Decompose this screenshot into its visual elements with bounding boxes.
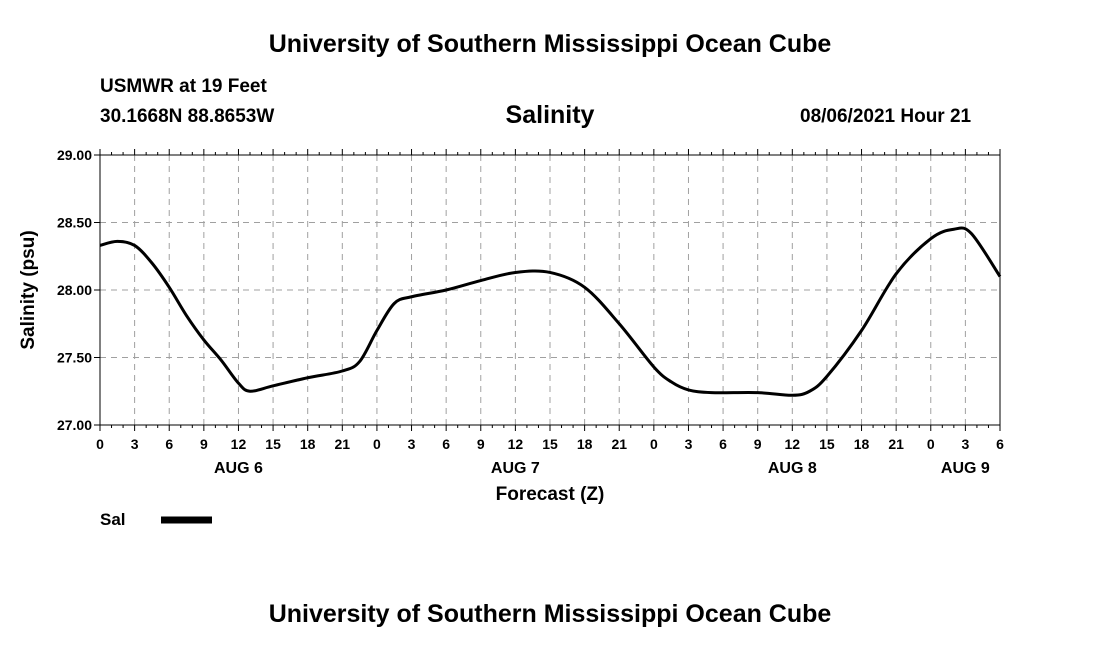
x-tick-label: 9 <box>200 436 208 452</box>
forecast-datetime: 08/06/2021 Hour 21 <box>800 106 972 127</box>
date-label: AUG 6 <box>214 460 263 477</box>
x-tick-label: 21 <box>335 436 351 452</box>
axis-layer: 27.00 27.50 28.00 28.50 29.00 0 3 6 9 12 15 18 21 0 3 6… <box>57 147 1004 477</box>
x-tick-label: 9 <box>754 436 762 452</box>
x-tick-label: 3 <box>408 436 416 452</box>
x-tick-label: 0 <box>927 436 935 452</box>
x-tick-label: 0 <box>373 436 381 452</box>
x-tick-label: 21 <box>888 436 904 452</box>
x-tick-label: 3 <box>685 436 693 452</box>
x-tick-label: 18 <box>854 436 870 452</box>
station-coordinates: 30.1668N 88.8653W <box>100 106 275 127</box>
page-title-bottom: University of Southern Mississippi Ocean… <box>268 600 832 628</box>
page-title-top: University of Southern Mississippi Ocean… <box>268 30 832 58</box>
legend-label: Sal <box>100 510 126 529</box>
x-tick-label: 6 <box>719 436 727 452</box>
station-name: USMWR at 19 Feet <box>100 76 267 97</box>
x-tick-label: 12 <box>785 436 801 452</box>
y-tick-label: 27.50 <box>57 350 92 366</box>
x-tick-label: 12 <box>508 436 524 452</box>
x-tick-label: 15 <box>542 436 558 452</box>
x-tick-label: 6 <box>165 436 173 452</box>
x-tick-label: 0 <box>650 436 658 452</box>
y-axis-title: Salinity (psu) <box>18 230 39 349</box>
x-tick-label: 3 <box>961 436 969 452</box>
date-label: AUG 8 <box>768 460 817 477</box>
x-tick-label: 0 <box>96 436 104 452</box>
date-label: AUG 9 <box>941 460 990 477</box>
x-axis-title: Forecast (Z) <box>496 484 605 505</box>
x-tick-label: 21 <box>611 436 627 452</box>
y-tick-label: 29.00 <box>57 147 92 163</box>
x-tick-label: 15 <box>819 436 835 452</box>
y-tick-label: 28.50 <box>57 215 92 231</box>
x-tick-label: 6 <box>442 436 450 452</box>
series-line-sal <box>99 226 1002 397</box>
date-label: AUG 7 <box>491 460 540 477</box>
x-tick-label: 15 <box>265 436 281 452</box>
x-tick-label: 18 <box>577 436 593 452</box>
grid-layer <box>100 155 1000 425</box>
legend: Sal <box>100 510 212 529</box>
series-layer <box>99 226 1002 397</box>
x-tick-label: 6 <box>996 436 1004 452</box>
x-tick-label: 12 <box>231 436 247 452</box>
y-tick-label: 28.00 <box>57 282 92 298</box>
y-tick-label: 27.00 <box>57 417 92 433</box>
variable-title: Salinity <box>505 101 595 129</box>
x-tick-label: 18 <box>300 436 316 452</box>
x-tick-label: 3 <box>131 436 139 452</box>
plot-frame <box>99 154 1001 426</box>
x-tick-label: 9 <box>477 436 485 452</box>
